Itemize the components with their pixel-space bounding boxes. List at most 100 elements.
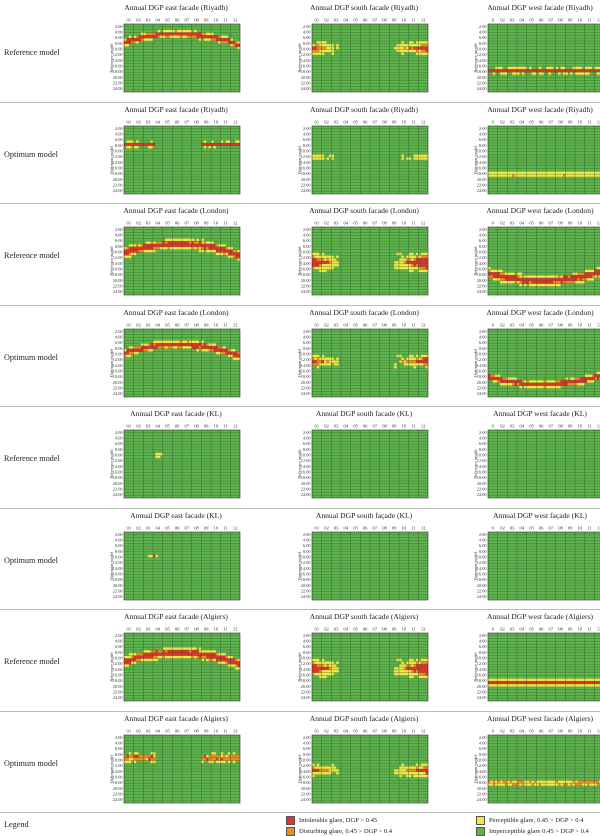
glare-cell: [227, 661, 231, 665]
glare-cell: [326, 359, 330, 363]
glare-cell: [536, 678, 539, 682]
glare-cell: [316, 768, 320, 772]
glare-cell: [213, 751, 216, 755]
glare-cell: [415, 669, 419, 673]
glare-cell: [220, 35, 224, 39]
glare-cell: [232, 351, 236, 355]
glare-cell: [208, 754, 212, 758]
hour-tick-label: 24:00: [113, 188, 123, 193]
glare-cell: [145, 650, 149, 653]
glare-cell: [514, 69, 518, 73]
glare-cell: [312, 765, 315, 769]
glare-cell: [328, 768, 332, 772]
glare-cell: [131, 348, 134, 352]
glare-cell: [215, 652, 219, 656]
heatmap-frame: [311, 734, 429, 803]
glare-cell: [169, 241, 173, 245]
hour-tick-label: 8:00: [303, 142, 311, 147]
hour-tick-label: 12:00: [113, 560, 123, 565]
glare-cell: [517, 272, 520, 276]
glare-cell: [232, 664, 236, 668]
y-axis-label: Optimum model: [298, 348, 302, 377]
glare-cell: [177, 652, 180, 656]
glare-cell: [237, 46, 241, 50]
glare-cell: [413, 255, 417, 259]
glare-cell: [543, 275, 547, 279]
hour-tick-label: 22:00: [301, 690, 311, 695]
glare-cell: [579, 278, 583, 281]
glare-cell: [536, 684, 539, 687]
glare-cell: [502, 779, 506, 783]
glare-cell: [425, 153, 429, 157]
glare-cell: [507, 382, 510, 386]
glare-cell: [591, 173, 595, 177]
glare-cell: [167, 35, 171, 39]
glare-cell: [227, 142, 231, 146]
glare-cell: [203, 145, 207, 149]
heatmap-frame: [311, 125, 429, 194]
hour-tick-label: 12:00: [113, 763, 123, 768]
glare-cell: [403, 258, 407, 262]
glare-cell: [321, 675, 325, 679]
glare-cell: [194, 244, 197, 247]
glare-cell: [136, 658, 139, 662]
glare-cell: [218, 652, 221, 656]
glare-cell: [324, 261, 327, 264]
glare-cell: [333, 768, 337, 772]
glare-cell: [316, 252, 320, 256]
glare-cell: [208, 757, 212, 761]
glare-cell: [126, 38, 129, 42]
glare-cell: [589, 779, 593, 783]
glare-cell: [579, 272, 583, 276]
glare-cell: [196, 345, 200, 349]
glare-cell: [140, 35, 144, 39]
glare-cell: [218, 658, 221, 662]
glare-cell: [533, 173, 537, 177]
hour-tick-label: 24:00: [113, 695, 123, 700]
glare-cell: [425, 365, 429, 369]
glare-cell: [201, 757, 204, 761]
glare-cell: [529, 275, 532, 279]
glare-cell: [153, 650, 156, 653]
glare-cell: [316, 765, 320, 769]
glare-cell: [512, 681, 515, 685]
glare-cell: [596, 371, 600, 374]
month-tick-label: 03: [146, 119, 151, 124]
glare-cell: [206, 650, 209, 653]
glare-cell: [227, 664, 231, 668]
glare-cell: [312, 43, 315, 47]
glare-cell: [198, 244, 202, 247]
glare-cell: [579, 376, 583, 380]
glare-cell: [201, 238, 204, 242]
glare-cell: [145, 345, 149, 349]
glare-cell: [411, 771, 414, 775]
glare-cell: [136, 139, 139, 143]
glare-cell: [213, 345, 216, 349]
glare-cell: [128, 760, 132, 763]
month-tick-label: 04: [156, 525, 161, 530]
hour-tick-label: 16:00: [113, 774, 123, 779]
glare-cell: [321, 669, 325, 673]
glare-cell: [526, 681, 530, 685]
hour-tick-label: 24:00: [301, 391, 311, 396]
glare-cell: [560, 684, 564, 687]
glare-cell: [314, 354, 317, 357]
glare-cell: [543, 779, 547, 783]
glare-cell: [211, 757, 214, 761]
heatmap-frame: [311, 429, 429, 499]
glare-cell: [500, 269, 503, 273]
glare-cell: [536, 681, 539, 685]
glare-cell: [160, 652, 163, 656]
glare-cell: [148, 658, 151, 662]
glare-cell: [425, 658, 429, 662]
month-tick-label: 10: [402, 525, 407, 530]
hour-tick-label: 16:00: [301, 673, 311, 678]
glare-cell: [420, 675, 424, 679]
hour-tick-label: 12:00: [477, 52, 487, 57]
glare-cell: [321, 771, 325, 775]
glare-cell: [155, 241, 158, 245]
glare-cell: [167, 650, 171, 653]
glare-cell: [138, 348, 142, 352]
month-tick-label: 06: [363, 424, 368, 429]
glare-cell: [529, 283, 532, 287]
